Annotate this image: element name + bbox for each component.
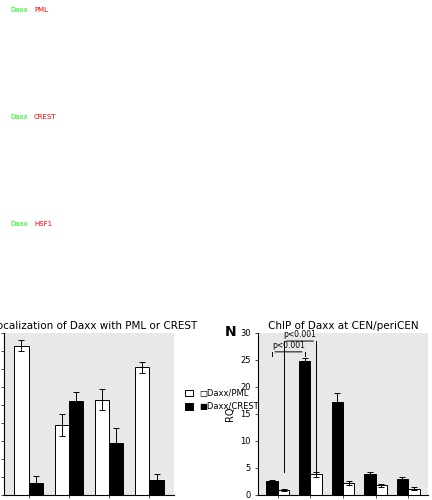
- Text: 42C, 2h off: 42C, 2h off: [377, 14, 419, 24]
- Text: CREST: CREST: [34, 114, 57, 120]
- Text: F: F: [114, 120, 121, 130]
- Text: D: D: [326, 14, 334, 24]
- Text: p<0.001: p<0.001: [272, 341, 305, 350]
- Text: C: C: [220, 14, 228, 24]
- Bar: [135, 367, 149, 495]
- Bar: [332, 402, 343, 495]
- Text: 42C: 42C: [165, 14, 180, 24]
- Bar: [149, 480, 164, 495]
- Bar: [299, 361, 311, 495]
- Text: H: H: [326, 120, 334, 130]
- Text: J: J: [114, 228, 118, 238]
- Bar: [364, 474, 375, 495]
- Text: 37C: 37C: [59, 14, 74, 24]
- Text: Daxx: Daxx: [11, 6, 29, 12]
- Title: Colocalization of Daxx with PML or CREST: Colocalization of Daxx with PML or CREST: [0, 321, 197, 331]
- Bar: [278, 490, 289, 495]
- Text: PML: PML: [34, 6, 48, 12]
- Text: I: I: [9, 228, 12, 238]
- Text: HSF1: HSF1: [34, 222, 52, 228]
- Bar: [14, 346, 29, 495]
- Text: G: G: [220, 120, 228, 130]
- Y-axis label: RQ: RQ: [225, 406, 235, 421]
- Text: Daxx: Daxx: [11, 222, 29, 228]
- Bar: [311, 474, 322, 495]
- Bar: [29, 484, 43, 495]
- Text: p<0.001: p<0.001: [283, 330, 316, 340]
- Bar: [343, 483, 354, 495]
- Text: N: N: [225, 325, 236, 339]
- Text: E: E: [9, 120, 15, 130]
- Text: A: A: [9, 14, 16, 24]
- Bar: [55, 425, 69, 495]
- Bar: [95, 400, 109, 495]
- Bar: [69, 402, 83, 495]
- Legend: □Daxx/PML, ■Daxx/CREST: □Daxx/PML, ■Daxx/CREST: [181, 386, 263, 414]
- Title: ChIP of Daxx at CEN/periCEN: ChIP of Daxx at CEN/periCEN: [268, 321, 418, 331]
- Bar: [397, 479, 408, 495]
- Bar: [109, 443, 123, 495]
- Text: K: K: [220, 228, 228, 238]
- Text: 42C, 1h off: 42C, 1h off: [271, 14, 313, 24]
- Text: Daxx: Daxx: [11, 114, 29, 120]
- Bar: [267, 482, 278, 495]
- Bar: [408, 488, 419, 495]
- Bar: [375, 486, 387, 495]
- Text: B: B: [114, 14, 122, 24]
- Text: L: L: [326, 228, 332, 238]
